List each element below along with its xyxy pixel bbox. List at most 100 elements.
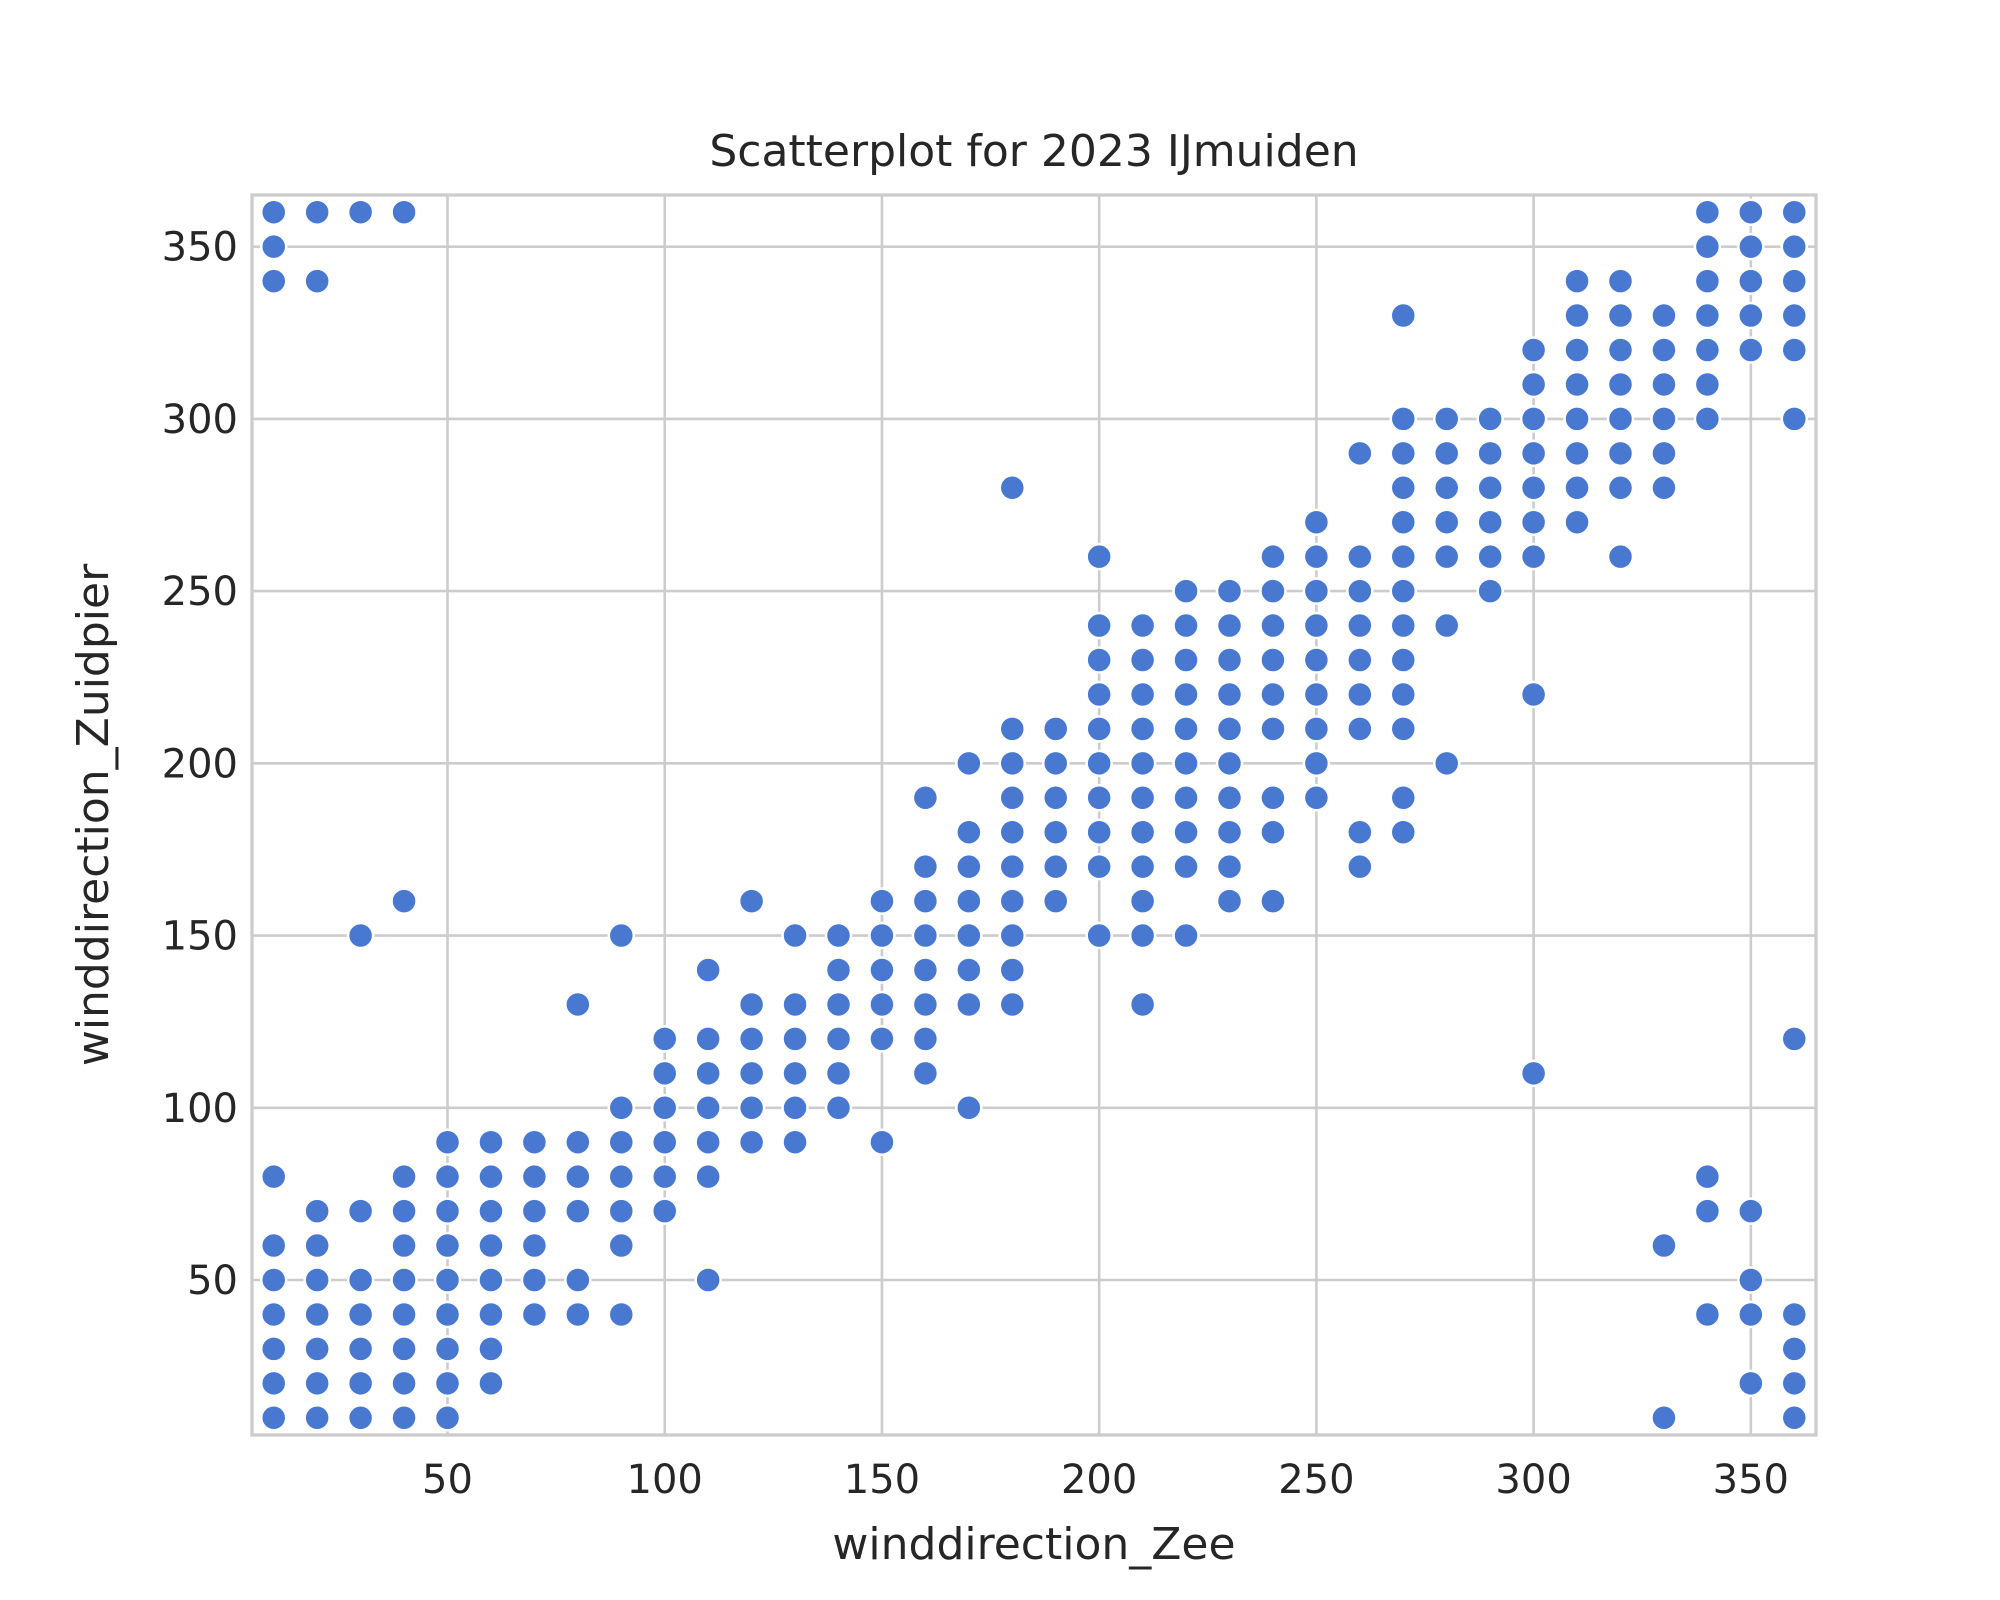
data-point — [1476, 577, 1504, 605]
data-point — [1085, 680, 1113, 709]
data-point — [1693, 405, 1722, 433]
data-point — [998, 921, 1027, 950]
y-tick-label: 250 — [162, 569, 238, 615]
data-point — [1563, 439, 1591, 468]
data-point — [1215, 715, 1244, 743]
data-point — [1128, 680, 1157, 709]
data-point — [390, 198, 418, 226]
data-point — [824, 990, 853, 1019]
data-point — [1519, 439, 1548, 468]
data-point — [1085, 852, 1113, 881]
data-point — [477, 1197, 505, 1225]
x-tick-label: 250 — [1278, 1457, 1354, 1503]
data-point — [607, 921, 636, 950]
data-point — [477, 1128, 505, 1156]
data-point — [1172, 577, 1200, 605]
data-point — [1780, 1300, 1809, 1329]
data-point — [1302, 680, 1331, 709]
data-point — [1780, 405, 1809, 433]
data-point — [477, 1266, 505, 1294]
data-point — [1650, 370, 1678, 399]
data-point — [1389, 646, 1418, 674]
data-point — [824, 1025, 853, 1053]
data-point — [955, 852, 983, 881]
data-point — [1519, 336, 1548, 364]
data-point — [303, 1300, 331, 1329]
data-point — [303, 1369, 331, 1398]
data-point — [303, 1404, 331, 1432]
data-point — [346, 1335, 375, 1363]
data-point — [781, 1025, 809, 1053]
data-point — [1085, 818, 1113, 846]
data-point — [694, 1266, 722, 1294]
data-point — [737, 1059, 766, 1088]
data-point — [433, 1404, 462, 1432]
x-tick-label: 200 — [1061, 1457, 1137, 1503]
data-point — [1563, 336, 1591, 364]
data-point — [1259, 542, 1287, 571]
data-point — [911, 887, 940, 915]
data-point — [390, 1335, 418, 1363]
data-point — [998, 749, 1027, 778]
data-point — [1172, 611, 1200, 640]
data-point — [1085, 646, 1113, 674]
data-point — [998, 784, 1027, 812]
data-point — [694, 1128, 722, 1156]
data-point — [1693, 232, 1722, 261]
data-point — [1302, 784, 1331, 812]
data-point — [955, 956, 983, 984]
data-point — [868, 887, 896, 915]
data-point — [1085, 921, 1113, 950]
data-point — [259, 1335, 288, 1363]
data-point — [433, 1197, 462, 1225]
data-point — [390, 1197, 418, 1225]
y-tick-labels: 50 100 150 200 250 300 350 — [162, 225, 238, 1304]
data-point — [433, 1266, 462, 1294]
data-point — [1346, 439, 1374, 468]
data-point — [564, 1128, 592, 1156]
data-point — [1128, 990, 1157, 1019]
data-point — [1650, 439, 1678, 468]
data-point — [781, 921, 809, 950]
x-tick-label: 350 — [1713, 1457, 1789, 1503]
data-point — [390, 887, 418, 915]
data-point — [1259, 715, 1287, 743]
data-point — [1519, 542, 1548, 571]
data-point — [955, 818, 983, 846]
data-point — [1476, 405, 1504, 433]
data-point — [1389, 301, 1418, 330]
data-point — [346, 1300, 375, 1329]
data-point — [259, 232, 288, 261]
y-tick-label: 350 — [162, 225, 238, 271]
data-point — [477, 1231, 505, 1260]
data-point — [477, 1162, 505, 1191]
data-point — [1693, 336, 1722, 364]
data-point — [1041, 887, 1070, 915]
data-point — [607, 1197, 636, 1225]
data-point — [1737, 267, 1765, 295]
data-point — [868, 921, 896, 950]
data-point — [477, 1300, 505, 1329]
data-point — [1780, 232, 1809, 261]
data-point — [259, 1300, 288, 1329]
data-point — [259, 1404, 288, 1432]
data-point — [1346, 611, 1374, 640]
data-point — [520, 1128, 549, 1156]
data-point — [303, 1231, 331, 1260]
data-point — [1737, 232, 1765, 261]
data-point — [737, 1025, 766, 1053]
data-point — [390, 1404, 418, 1432]
data-point — [346, 921, 375, 950]
data-point — [607, 1128, 636, 1156]
data-point — [1519, 474, 1548, 502]
data-point — [650, 1094, 679, 1122]
data-point — [1606, 301, 1635, 330]
data-point — [259, 198, 288, 226]
x-tick-label: 300 — [1495, 1457, 1571, 1503]
data-point — [650, 1025, 679, 1053]
data-point — [1737, 336, 1765, 364]
data-point — [1215, 784, 1244, 812]
data-point — [694, 956, 722, 984]
data-point — [390, 1300, 418, 1329]
